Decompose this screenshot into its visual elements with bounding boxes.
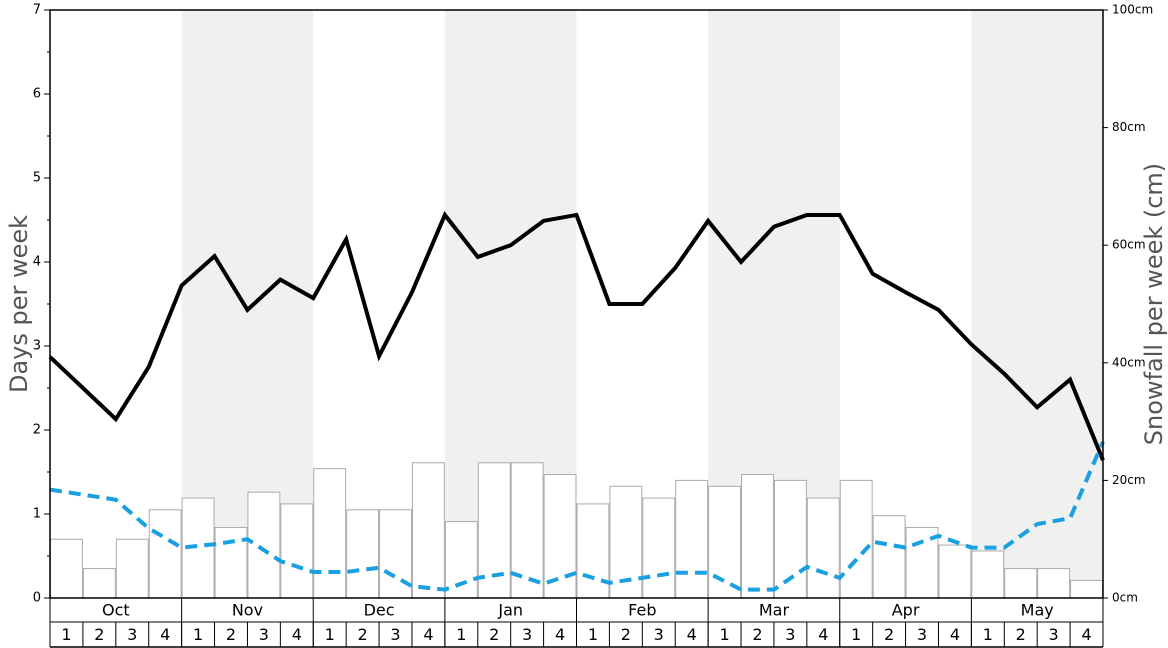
- bar: [313, 468, 347, 599]
- y-tick-label: 7: [33, 3, 41, 18]
- y2-tick-label: 40cm: [1112, 355, 1146, 369]
- week-label: 1: [851, 625, 861, 644]
- week-label: 2: [752, 625, 762, 644]
- week-label: 1: [719, 625, 729, 644]
- bar: [280, 503, 314, 599]
- bar: [839, 479, 873, 599]
- week-label: 3: [522, 625, 532, 644]
- y2-tick-label: 0cm: [1112, 591, 1138, 605]
- week-label: 2: [1016, 625, 1026, 644]
- y-tick-label: 0: [33, 591, 41, 606]
- bar: [247, 491, 281, 599]
- month-label: Feb: [628, 601, 656, 620]
- bar: [1037, 568, 1071, 599]
- week-label: 3: [1049, 625, 1059, 644]
- bar: [510, 462, 544, 599]
- y2-tick-label: 80cm: [1112, 120, 1146, 134]
- bar: [675, 479, 709, 599]
- y-tick-label: 2: [33, 423, 41, 438]
- week-label: 2: [489, 625, 499, 644]
- week-label: 4: [555, 625, 565, 644]
- bar: [411, 462, 445, 599]
- month-label: May: [1021, 601, 1054, 620]
- week-label: 1: [588, 625, 598, 644]
- week-label: 3: [127, 625, 137, 644]
- bar: [642, 497, 676, 599]
- week-label: 2: [226, 625, 236, 644]
- week-label: 4: [950, 625, 960, 644]
- bar: [741, 474, 774, 599]
- y-tick-label: 3: [33, 339, 41, 354]
- week-label: 1: [61, 625, 71, 644]
- week-label: 4: [423, 625, 433, 644]
- week-label: 4: [687, 625, 697, 644]
- bar: [971, 550, 1005, 599]
- bar: [806, 497, 840, 599]
- bar: [444, 521, 478, 599]
- month-label: Dec: [364, 601, 395, 620]
- week-label: 3: [390, 625, 400, 644]
- bar: [576, 503, 610, 599]
- week-label: 2: [94, 625, 104, 644]
- week-label: 2: [358, 625, 368, 644]
- y-tick-label: 6: [33, 87, 41, 102]
- week-label: 4: [292, 625, 302, 644]
- week-label: 1: [325, 625, 335, 644]
- y-tick-label: 4: [33, 255, 41, 270]
- week-label: 2: [884, 625, 894, 644]
- y2-tick-label: 20cm: [1112, 473, 1146, 487]
- week-label: 1: [983, 625, 993, 644]
- week-label: 2: [621, 625, 631, 644]
- bar: [82, 568, 116, 599]
- week-label: 4: [1081, 625, 1091, 644]
- bar: [543, 474, 577, 599]
- week-label: 3: [917, 625, 927, 644]
- y-tick-label: 1: [33, 507, 41, 522]
- week-label: 3: [654, 625, 664, 644]
- month-label: Oct: [102, 601, 130, 620]
- bar: [708, 485, 742, 599]
- week-label: 1: [456, 625, 466, 644]
- week-label: 1: [193, 625, 203, 644]
- week-label: 4: [818, 625, 828, 644]
- line-series: [49, 440, 1105, 592]
- y2-tick-label: 100cm: [1112, 3, 1153, 17]
- bar: [938, 544, 972, 599]
- bar: [1004, 568, 1038, 599]
- month-label: Nov: [232, 601, 263, 620]
- y2-axis-label: Snowfall per week (cm): [1140, 163, 1168, 445]
- line-series: [48, 211, 1105, 461]
- week-label: 4: [160, 625, 170, 644]
- week-label: 3: [259, 625, 269, 644]
- bar: [50, 538, 83, 599]
- bar: [1070, 579, 1103, 599]
- week-label: 3: [785, 625, 795, 644]
- month-label: Apr: [892, 601, 920, 620]
- month-label: Jan: [497, 601, 523, 620]
- month-label: Mar: [759, 601, 790, 620]
- y2-tick-label: 60cm: [1112, 238, 1146, 252]
- y-tick-label: 5: [33, 171, 41, 186]
- y-axis-label: Days per week: [5, 215, 33, 393]
- bar: [872, 515, 906, 599]
- bar: [346, 509, 380, 599]
- bar: [115, 538, 149, 599]
- month-shade: [971, 10, 1103, 598]
- bar: [148, 509, 182, 599]
